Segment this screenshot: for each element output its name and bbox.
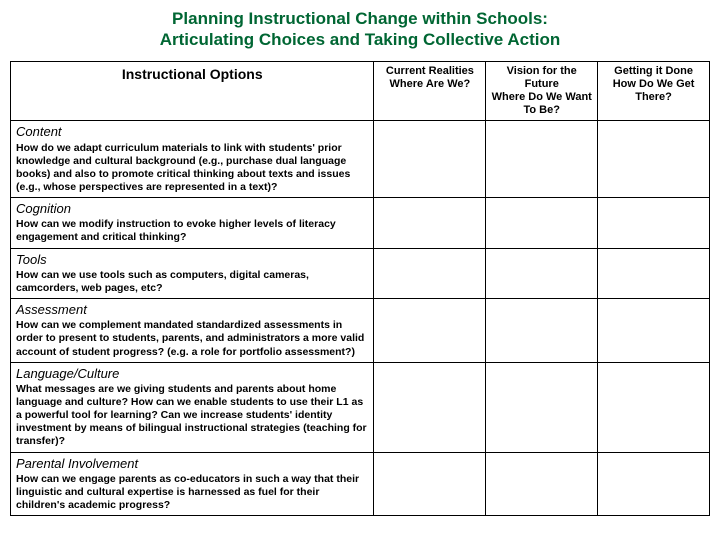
- row-text: What messages are we giving students and…: [16, 383, 367, 448]
- row-text: How do we adapt curriculum materials to …: [16, 142, 350, 193]
- row-cognition: Cognition How can we modify instruction …: [11, 198, 374, 249]
- table-row: Content How do we adapt curriculum mater…: [11, 121, 710, 198]
- table-row: Language/Culture What messages are we gi…: [11, 362, 710, 452]
- planning-table: Instructional Options Current Realities …: [10, 61, 710, 517]
- table-row: Assessment How can we complement mandate…: [11, 299, 710, 363]
- table-row: Parental Involvement How can we engage p…: [11, 452, 710, 516]
- row-parental-involvement: Parental Involvement How can we engage p…: [11, 452, 374, 516]
- table-row: Tools How can we use tools such as compu…: [11, 248, 710, 299]
- cell-empty: [374, 248, 486, 299]
- cell-empty: [598, 248, 710, 299]
- cell-empty: [486, 121, 598, 198]
- title-line-2: Articulating Choices and Taking Collecti…: [160, 30, 561, 49]
- cell-empty: [486, 362, 598, 452]
- cell-empty: [598, 452, 710, 516]
- header-row: Instructional Options Current Realities …: [11, 61, 710, 121]
- cell-empty: [374, 299, 486, 363]
- table-body: Content How do we adapt curriculum mater…: [11, 121, 710, 516]
- row-content: Content How do we adapt curriculum mater…: [11, 121, 374, 198]
- header-options: Instructional Options: [11, 61, 374, 121]
- row-text: How can we use tools such as computers, …: [16, 269, 309, 294]
- row-text: How can we complement mandated standardi…: [16, 319, 364, 357]
- cell-empty: [486, 299, 598, 363]
- row-title: Tools: [16, 252, 368, 268]
- cell-empty: [598, 362, 710, 452]
- row-text: How can we modify instruction to evoke h…: [16, 218, 336, 243]
- cell-empty: [374, 121, 486, 198]
- row-text: How can we engage parents as co-educator…: [16, 473, 359, 511]
- cell-empty: [486, 248, 598, 299]
- row-tools: Tools How can we use tools such as compu…: [11, 248, 374, 299]
- cell-empty: [374, 198, 486, 249]
- cell-empty: [598, 121, 710, 198]
- page-title: Planning Instructional Change within Sch…: [10, 8, 710, 51]
- table-row: Cognition How can we modify instruction …: [11, 198, 710, 249]
- cell-empty: [486, 452, 598, 516]
- header-col2: Vision for the Future Where Do We Want T…: [486, 61, 598, 121]
- title-line-1: Planning Instructional Change within Sch…: [172, 9, 548, 28]
- row-title: Language/Culture: [16, 366, 368, 382]
- header-col3: Getting it Done How Do We Get There?: [598, 61, 710, 121]
- cell-empty: [374, 452, 486, 516]
- row-title: Parental Involvement: [16, 456, 368, 472]
- row-title: Cognition: [16, 201, 368, 217]
- row-title: Content: [16, 124, 368, 140]
- cell-empty: [598, 198, 710, 249]
- cell-empty: [486, 198, 598, 249]
- row-language-culture: Language/Culture What messages are we gi…: [11, 362, 374, 452]
- row-title: Assessment: [16, 302, 368, 318]
- cell-empty: [598, 299, 710, 363]
- row-assessment: Assessment How can we complement mandate…: [11, 299, 374, 363]
- header-col1: Current Realities Where Are We?: [374, 61, 486, 121]
- cell-empty: [374, 362, 486, 452]
